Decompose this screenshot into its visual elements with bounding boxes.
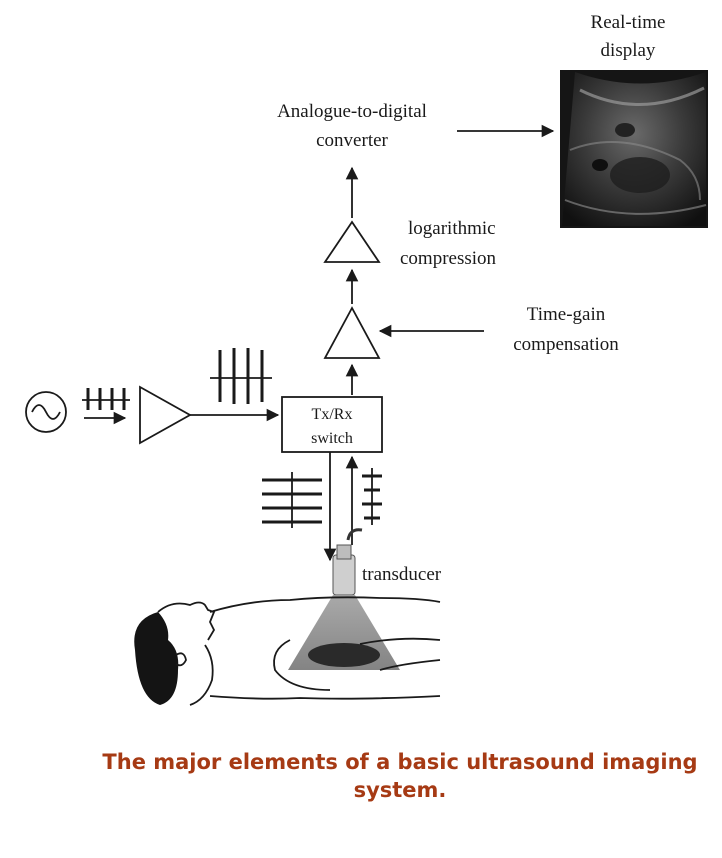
amplified-pulse-train-icon — [210, 348, 272, 404]
ultrasound-probe-icon — [332, 528, 363, 596]
tx-rx-switch-box — [281, 396, 383, 453]
transmit-pulses-icon — [262, 472, 322, 528]
switch-label-line2: switch — [311, 430, 353, 447]
adc-label-line2: converter — [316, 130, 388, 151]
reclining-patient-icon — [134, 596, 441, 706]
display-label-line1: Real-time — [591, 12, 666, 33]
display-label-line2: display — [601, 40, 656, 61]
log-compression-amplifier-icon — [323, 220, 381, 263]
log-compression-label-line1: logarithmic — [408, 218, 496, 239]
transmit-amplifier-icon — [139, 385, 192, 445]
input-pulse-train-icon — [82, 388, 130, 410]
target-organ — [308, 643, 380, 667]
switch-label-line1: Tx/Rx — [312, 406, 353, 423]
transducer-label: transducer — [362, 564, 442, 585]
received-echoes-icon — [362, 468, 382, 525]
tgc-label-line1: Time-gain — [527, 304, 606, 325]
tgc-amplifier-icon — [323, 306, 381, 359]
figure-caption: The major elements of a basic ultrasound… — [102, 750, 698, 802]
ultrasound-image — [560, 70, 708, 228]
tgc-label-line2: compensation — [513, 334, 619, 355]
adc-label-line1: Analogue-to-digital — [277, 101, 427, 122]
log-compression-label-line2: compression — [400, 248, 497, 269]
oscillator-icon — [25, 391, 67, 433]
